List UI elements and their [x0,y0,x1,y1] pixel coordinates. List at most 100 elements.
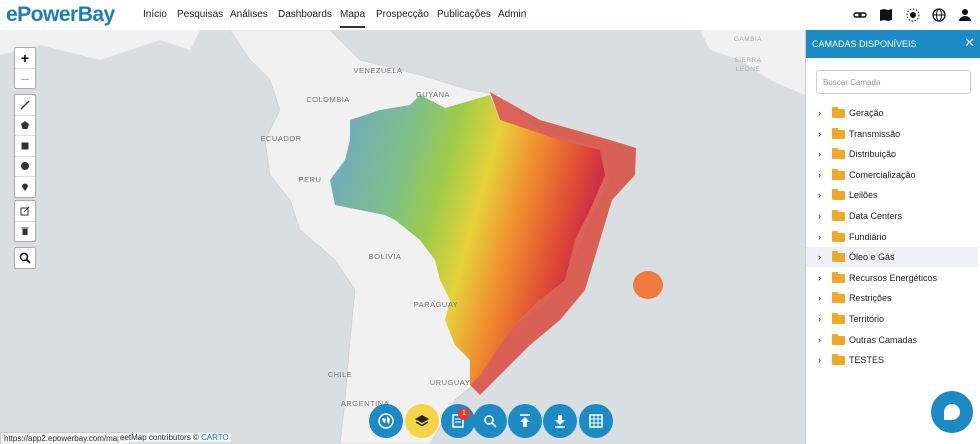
chevron: › [818,211,821,221]
folder-icon [832,148,845,160]
map[interactable]: VENEZUELA COLOMBIA GUYANA ECUADOR PERU BOLIVI… [0,30,805,444]
nav-icon[interactable] [958,8,972,22]
layer-name: Território [849,314,885,324]
layer-name: Transmissão [849,128,901,139]
layer-name: TESTES [849,355,885,366]
nav-icon[interactable] [879,8,893,22]
layer-item[interactable]: › Leilões [806,185,978,205]
draw-polygon[interactable] [15,116,35,136]
nav-link[interactable]: Pesquisas [177,9,224,20]
nav-link[interactable]: Mapa [340,9,366,28]
land [700,30,805,95]
draw-circle[interactable] [15,157,35,177]
zoom-out[interactable]: – [21,70,29,87]
folder-icon [832,333,845,345]
notification-badge: 1 [458,408,470,420]
folder-icon [832,354,845,366]
folder-icon [832,168,845,180]
layer-item[interactable]: › Data Centers [806,206,978,226]
chevron: › [818,314,821,324]
nav-link[interactable]: Admin [498,9,527,20]
draw-rectangle[interactable] [15,136,35,157]
map-label: VENEZUELA [353,66,402,75]
draw-tools [14,94,36,198]
edit-tools [14,200,36,242]
layer-search[interactable]: Buscar Camada [816,70,971,94]
map-search[interactable] [15,248,35,268]
attribution-link[interactable]: CARTO [201,433,229,442]
nav-icon[interactable] [932,8,946,22]
map-label: ECUADOR [260,134,301,143]
folder-icon [832,313,845,324]
layer-item[interactable]: › TESTES [806,350,978,370]
layer-name: Comercialização [849,169,916,180]
layer-item[interactable]: › Comercialização [806,165,978,185]
map-label: CHILE [328,370,353,379]
chevron: › [818,293,821,304]
brazil-layer [330,95,605,385]
nav-icon[interactable] [906,8,920,22]
map-label: GAMBIA [734,36,762,43]
layers-panel: CAMADAS DISPONÍVEIS ✕ Buscar Camada › Ger… [805,30,980,444]
toolbar-button[interactable] [405,404,439,438]
folder-icon [832,251,845,263]
map-label: PERU [299,175,322,184]
zoom-control: + – [14,47,36,89]
chevron: › [818,334,821,345]
folder-icon [832,210,845,221]
island-layer [633,271,663,299]
chevron: › [818,231,821,242]
nav-link[interactable]: Prospecção [376,9,429,20]
layer-item[interactable]: › Óleo e Gás [806,247,978,268]
map-label: BOLIVIA [369,252,402,261]
toolbar-button[interactable] [369,404,403,438]
map-label: COLOMBIA [306,95,350,104]
layer-item[interactable]: › Fundiário [806,227,978,247]
layer-name: Data Centers [849,211,903,221]
folder-icon [832,107,845,118]
toolbar-button[interactable] [579,404,613,438]
toolbar-button[interactable] [441,404,475,438]
logo[interactable]: ePowerBay [6,3,115,26]
chevron: › [818,108,821,118]
map-label: URUGUAY [430,378,470,387]
layer-item[interactable]: › Restrições [806,288,978,308]
close-button[interactable]: ✕ [964,35,975,50]
navbar: ePowerBay Início Pesquisas Análises Dashboa… [0,0,980,31]
attribution-text: eetMap contributors © [120,433,199,442]
chat-button[interactable] [931,391,973,433]
delete[interactable] [15,222,35,242]
layer-item[interactable]: › Distribuição [806,144,978,164]
layer-item[interactable]: › Transmissão [806,124,978,144]
nav-link[interactable]: Publicações [437,9,491,20]
folder-icon [832,271,845,283]
toolbar-button[interactable] [508,404,542,438]
zoom-in[interactable]: + [15,48,35,69]
draw-line[interactable] [15,95,35,116]
chevron: › [818,252,821,263]
layer-item[interactable]: › Território [806,309,978,329]
toolbar-button[interactable] [473,404,507,438]
chevron: › [818,355,821,366]
panel-title: CAMADAS DISPONÍVEIS [806,30,980,58]
land [0,30,200,60]
attribution: eetMap contributors © CARTO [118,433,231,442]
nav-link[interactable]: Início [143,9,167,20]
layer-item[interactable]: › Recursos Energéticos [806,268,978,288]
draw-marker[interactable] [15,177,35,197]
nav-icon[interactable] [853,8,867,22]
map-label: SIERRA [734,57,761,64]
nav-link[interactable]: Análises [230,9,268,20]
chevron: › [818,128,821,139]
layer-name: Outras Camadas [849,334,918,345]
nav-link[interactable]: Dashboards [278,9,332,20]
map-label: ARGENTINA [341,399,389,408]
layer-item[interactable]: › Outras Camadas [806,330,978,350]
layer-item[interactable]: › Geração [806,103,978,123]
toolbar-button[interactable] [543,404,577,438]
layer-name: Geração [849,108,884,118]
folder-icon [832,189,845,201]
edit[interactable] [15,201,35,222]
layer-name: Restrições [849,293,892,304]
